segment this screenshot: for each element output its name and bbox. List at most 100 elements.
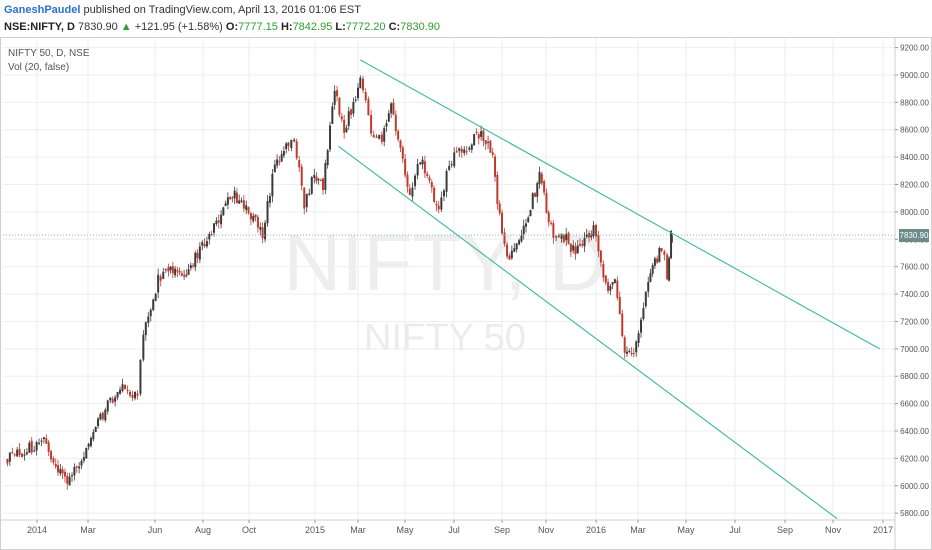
change-arrow-icon: ▲ [120, 21, 132, 33]
candle-body [121, 384, 124, 391]
candle-body [333, 90, 336, 105]
price-tick-label: 6800.00 [900, 372, 929, 381]
candle-body [581, 244, 584, 246]
candle-body [169, 266, 172, 271]
candle-body [285, 143, 288, 150]
candle-body [630, 352, 633, 355]
candle-body [658, 247, 661, 262]
candle-body [189, 265, 192, 269]
close-value: 7830.90 [400, 21, 440, 33]
watermark-symbol: NIFTY, D [283, 218, 606, 307]
candle-body [185, 274, 188, 277]
candle-body [298, 160, 301, 168]
price-tick-label: 8000.00 [900, 208, 929, 217]
candle-body [635, 341, 638, 353]
candle-body [670, 230, 673, 259]
price-axis[interactable]: 9200.00 9000.00 8800.00 8600.00 8400.00 8200.… [894, 38, 930, 549]
candle-body [293, 139, 296, 142]
candle-body [484, 140, 487, 145]
candle-body [463, 149, 466, 154]
candle-body [40, 440, 43, 442]
candle-body [315, 176, 318, 182]
price-tick-label: 9200.00 [900, 44, 929, 53]
symbol-name[interactable]: NSE:NIFTY, D [4, 21, 75, 33]
time-tick-label: Nov [538, 525, 555, 535]
candle-body [445, 171, 448, 192]
candle-body [668, 258, 671, 281]
time-axis[interactable]: 2014 Mar Jun Aug Oct 2015 Mar May Jul Sep Nov 2016 M… [1, 519, 895, 535]
time-tick-label: Aug [195, 525, 211, 535]
candle-body [247, 207, 250, 213]
candle-body [380, 134, 383, 142]
candle-body [87, 443, 90, 447]
candle-body [354, 99, 357, 101]
candle-body [470, 144, 473, 150]
candle-body [183, 275, 186, 277]
candle-body [287, 142, 290, 147]
candle-body [256, 217, 259, 228]
candle-body [42, 437, 45, 440]
candle-body [609, 285, 612, 291]
candle-body [273, 164, 276, 173]
candle-body [196, 252, 199, 259]
candle-body [111, 398, 114, 403]
candle-body [411, 187, 414, 197]
candle-body [97, 418, 100, 427]
candle-body [518, 240, 521, 245]
time-tick-label: Sep [777, 525, 793, 535]
candle-body [450, 164, 453, 166]
candle-body [68, 476, 71, 486]
candle-body [313, 174, 316, 178]
candle-body [52, 458, 55, 463]
candle-body [522, 225, 525, 235]
candle-body [644, 292, 647, 307]
candle-body [491, 152, 494, 155]
candle-body [338, 97, 341, 115]
candle-body [276, 159, 279, 166]
quote-line: NSE:NIFTY, D 7830.90 ▲ +121.95 (+1.58%) … [4, 21, 440, 33]
price-chart[interactable]: NIFTY, D NIFTY 50 9200.00 9000.00 8800.00 8… [0, 37, 932, 550]
candle-body [252, 215, 255, 222]
candle-body [233, 190, 236, 199]
candle-body [496, 174, 499, 204]
candle-body [538, 172, 541, 184]
candle-body [61, 469, 64, 474]
time-tick-label: Jul [448, 525, 460, 535]
trendlines[interactable] [337, 59, 880, 520]
candle-body [124, 384, 127, 389]
candle-body [282, 151, 285, 156]
volume-indicator-label[interactable]: Vol (20, false) [8, 62, 70, 73]
candle-body [217, 220, 220, 223]
candle-body [136, 393, 139, 396]
candle-body [503, 232, 506, 244]
candle-body [85, 447, 88, 459]
candle-body [82, 457, 85, 461]
candle-body [579, 243, 582, 246]
candle-body [23, 454, 26, 456]
candle-body [324, 163, 327, 190]
candle-body [433, 187, 436, 202]
candle-body [152, 299, 155, 311]
trendline-lower-channel[interactable] [337, 145, 838, 520]
trendline-upper-channel[interactable] [360, 59, 880, 350]
candle-body [45, 438, 48, 444]
candle-body [18, 448, 21, 456]
series-label[interactable]: NIFTY 50, D, NSE [8, 48, 90, 59]
low-label: L: [335, 21, 346, 33]
candle-body [487, 141, 490, 143]
candle-body [359, 77, 362, 89]
candle-body [392, 102, 395, 115]
candle-body [501, 212, 503, 234]
candle-body [126, 389, 129, 391]
candles [6, 75, 673, 490]
author-link[interactable]: GaneshPaudel [4, 4, 81, 16]
time-tick-label: May [396, 525, 414, 535]
candle-body [242, 200, 245, 209]
candle-body [142, 334, 145, 360]
candle-body [278, 161, 281, 163]
candle-body [408, 188, 411, 196]
candle-body [295, 141, 298, 159]
candle-body [569, 243, 572, 252]
time-tick-label: Oct [242, 525, 257, 535]
candle-body [421, 159, 424, 165]
